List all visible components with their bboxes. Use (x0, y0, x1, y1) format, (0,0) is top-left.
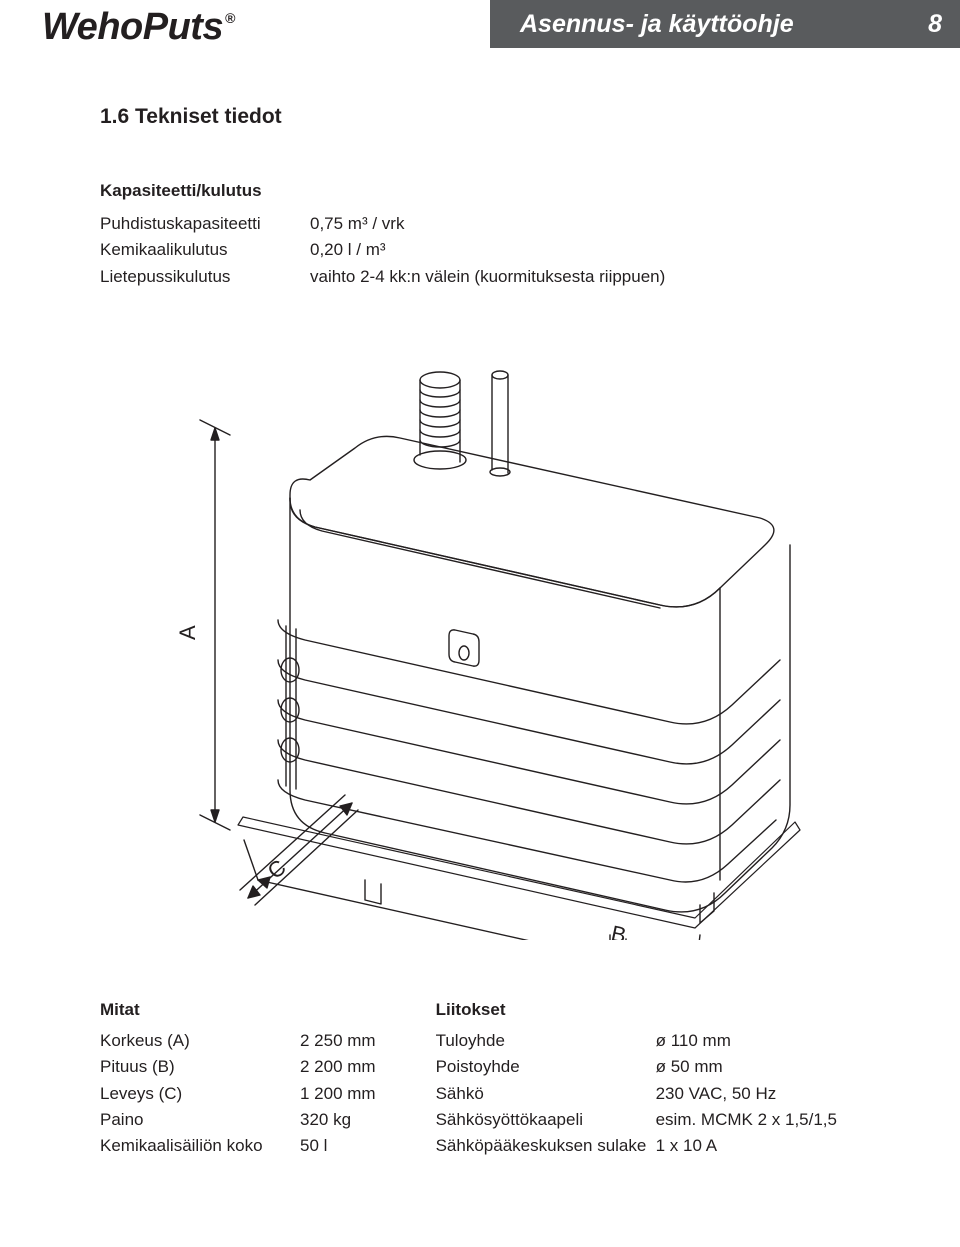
spec-value: 0,20 l / m³ (310, 237, 386, 263)
content-area: 1.6 Tekniset tiedot Kapasiteetti/kulutus… (100, 105, 890, 945)
spec-value: 1 200 mm (300, 1081, 376, 1107)
spec-row: Tuloyhde ø 110 mm (436, 1028, 837, 1054)
spec-label: Korkeus (A) (100, 1028, 300, 1054)
spec-value: 0,75 m³ / vrk (310, 211, 404, 237)
spec-label: Tuloyhde (436, 1028, 656, 1054)
spec-row: Poistoyhde ø 50 mm (436, 1054, 837, 1080)
spec-row: Sähköpääkeskuksen sulake 1 x 10 A (436, 1133, 837, 1159)
spec-value: 50 l (300, 1133, 327, 1159)
spec-label: Sähkö (436, 1081, 656, 1107)
spec-value: esim. MCMK 2 x 1,5/1,5 (656, 1107, 837, 1133)
spec-value: 2 250 mm (300, 1028, 376, 1054)
spec-row: Kemikaalisäiliön koko 50 l (100, 1133, 376, 1159)
spec-label: Sähköpääkeskuksen sulake (436, 1133, 656, 1159)
section-heading: 1.6 Tekniset tiedot (100, 105, 890, 129)
spec-value: 2 200 mm (300, 1054, 376, 1080)
spec-label: Poistoyhde (436, 1054, 656, 1080)
brand-logo: WehoPuts® (42, 6, 233, 49)
spec-value: ø 110 mm (656, 1028, 731, 1054)
spec-value: 320 kg (300, 1107, 351, 1133)
lower-spec-columns: Mitat Korkeus (A) 2 250 mm Pituus (B) 2 … (100, 1000, 900, 1160)
tank-diagram: A (140, 320, 840, 940)
capacity-table: Puhdistuskapasiteetti 0,75 m³ / vrk Kemi… (100, 211, 890, 290)
liitokset-heading: Liitokset (436, 1000, 837, 1020)
svg-text:A: A (175, 625, 200, 640)
mitat-heading: Mitat (100, 1000, 376, 1020)
spec-row: Leveys (C) 1 200 mm (100, 1081, 376, 1107)
registered-mark: ® (225, 10, 235, 26)
mitat-table: Korkeus (A) 2 250 mm Pituus (B) 2 200 mm… (100, 1028, 376, 1160)
spec-label: Kemikaalikulutus (100, 237, 310, 263)
spec-row: Lietepussikulutus vaihto 2-4 kk:n välein… (100, 264, 890, 290)
spec-label: Pituus (B) (100, 1054, 300, 1080)
liitokset-table: Tuloyhde ø 110 mm Poistoyhde ø 50 mm Säh… (436, 1028, 837, 1160)
page-header: WehoPuts® Asennus- ja käyttöohje 8 (0, 0, 960, 56)
spec-value: 1 x 10 A (656, 1133, 717, 1159)
header-title-tab: Asennus- ja käyttöohje 8 (490, 0, 960, 48)
mitat-column: Mitat Korkeus (A) 2 250 mm Pituus (B) 2 … (100, 1000, 376, 1160)
header-title: Asennus- ja käyttöohje (520, 10, 794, 39)
spec-row: Sähkö 230 VAC, 50 Hz (436, 1081, 837, 1107)
spec-row: Korkeus (A) 2 250 mm (100, 1028, 376, 1054)
spec-row: Paino 320 kg (100, 1107, 376, 1133)
spec-row: Kemikaalikulutus 0,20 l / m³ (100, 237, 890, 263)
brand-text: WehoPuts (42, 6, 223, 48)
svg-text:B: B (609, 920, 629, 940)
spec-label: Lietepussikulutus (100, 264, 310, 290)
capacity-heading: Kapasiteetti/kulutus (100, 181, 890, 201)
spec-label: Leveys (C) (100, 1081, 300, 1107)
spec-label: Sähkösyöttökaapeli (436, 1107, 656, 1133)
spec-value: 230 VAC, 50 Hz (656, 1081, 777, 1107)
spec-value: ø 50 mm (656, 1054, 723, 1080)
spec-label: Kemikaalisäiliön koko (100, 1133, 300, 1159)
spec-row: Sähkösyöttökaapeli esim. MCMK 2 x 1,5/1,… (436, 1107, 837, 1133)
spec-row: Pituus (B) 2 200 mm (100, 1054, 376, 1080)
spec-value: vaihto 2-4 kk:n välein (kuormituksesta r… (310, 264, 665, 290)
spec-label: Paino (100, 1107, 300, 1133)
liitokset-column: Liitokset Tuloyhde ø 110 mm Poistoyhde ø… (436, 1000, 837, 1160)
spec-label: Puhdistuskapasiteetti (100, 211, 310, 237)
spec-row: Puhdistuskapasiteetti 0,75 m³ / vrk (100, 211, 890, 237)
page-number: 8 (928, 10, 942, 39)
